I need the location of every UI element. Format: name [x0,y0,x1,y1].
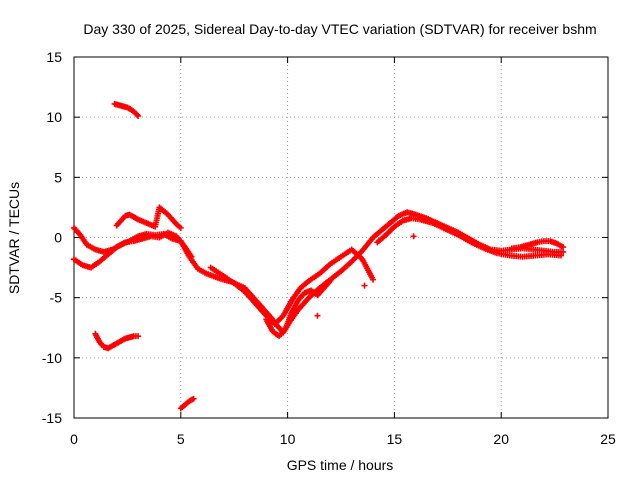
y-tick-label: -5 [50,290,63,306]
track-e-point [135,112,142,119]
x-axis-label: GPS time / hours [287,457,394,473]
track-b-point [188,253,195,260]
y-tick-label: -15 [42,410,62,426]
y-tick-label: -10 [42,350,62,366]
chart-title: Day 330 of 2025, Sidereal Day-to-day VTE… [83,21,596,37]
track-i-point [558,252,565,259]
x-tick-label: 10 [280,431,296,447]
y-tick-label: 10 [46,109,62,125]
track-d-point [135,333,142,340]
x-tick-label: 5 [177,431,185,447]
track-h-point [327,277,334,284]
y-tick-label: 5 [54,169,62,185]
track-j-point [560,244,567,251]
y-tick-label: 15 [46,49,62,65]
y-axis-label: SDTVAR / TECUs [6,182,22,294]
outliers-point [410,233,417,240]
x-tick-label: 0 [70,431,78,447]
y-tick-label: 0 [54,230,62,246]
x-tick-label: 25 [600,431,616,447]
data-points [71,100,567,412]
track-c-point [177,224,184,231]
outliers-point [314,312,321,319]
track-g-point [370,276,377,283]
x-tick-label: 20 [493,431,509,447]
track-f-point [190,395,197,402]
axis-ticks: 0 5 10 15 20 25 -15 -10 -5 0 5 10 15 [42,49,616,447]
outliers-point [361,282,368,289]
x-tick-label: 15 [387,431,403,447]
